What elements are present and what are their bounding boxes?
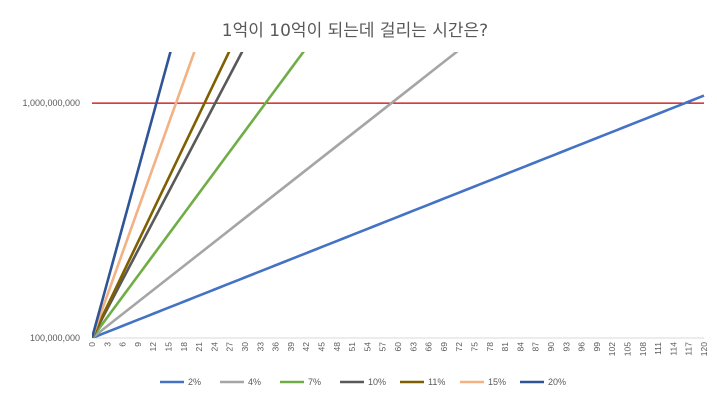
x-tick-label-63: 63 <box>408 342 418 352</box>
x-tick-label-30: 30 <box>240 342 250 352</box>
y-tick-label-1: 1,000,000,000 <box>22 98 80 108</box>
x-tick-label-39: 39 <box>286 342 296 352</box>
legend-label-2: 7% <box>308 377 321 387</box>
legend-label-1: 4% <box>248 377 261 387</box>
x-tick-label-18: 18 <box>179 342 189 352</box>
x-tick-label-78: 78 <box>485 342 495 352</box>
x-tick-label-69: 69 <box>439 342 449 352</box>
x-tick-label-117: 117 <box>684 342 694 356</box>
x-tick-label-24: 24 <box>209 342 219 352</box>
x-tick-label-66: 66 <box>424 342 434 352</box>
legend-label-3: 10% <box>368 377 386 387</box>
legend: 2% 4% 7% 10% 11% 15% 20% <box>160 377 566 387</box>
series-line-2 <box>92 52 305 338</box>
x-tick-label-6: 6 <box>118 342 128 347</box>
x-tick-label-72: 72 <box>454 342 464 352</box>
chart-title: 1억이 10억이 되는데 걸리는 시간은? <box>222 21 488 41</box>
legend-label-0: 2% <box>188 377 201 387</box>
x-tick-label-93: 93 <box>561 342 571 352</box>
series-line-6 <box>92 52 172 338</box>
series-line-4 <box>92 52 231 338</box>
x-tick-label-45: 45 <box>317 342 327 352</box>
x-tick-label-42: 42 <box>301 342 311 352</box>
x-tick-label-99: 99 <box>592 342 602 352</box>
x-tick-label-57: 57 <box>378 342 388 352</box>
x-tick-label-15: 15 <box>164 342 174 352</box>
x-tick-label-51: 51 <box>347 342 357 352</box>
x-tick-label-27: 27 <box>225 342 235 352</box>
x-tick-label-87: 87 <box>531 342 541 352</box>
x-tick-label-90: 90 <box>546 342 556 352</box>
x-tick-label-12: 12 <box>148 342 158 352</box>
x-tick-label-81: 81 <box>500 342 510 352</box>
legend-label-6: 20% <box>548 377 566 387</box>
x-tick-label-0: 0 <box>87 342 97 347</box>
x-tick-label-120: 120 <box>699 342 709 356</box>
x-tick-label-84: 84 <box>515 342 525 352</box>
x-tick-label-48: 48 <box>332 342 342 352</box>
x-tick-label-3: 3 <box>102 342 112 347</box>
x-axis-ticks: 0 3 6 9 12 15 18 21 24 27 30 33 36 39 42 45 48 51 54 57 60 63… <box>87 337 709 356</box>
series-line-5 <box>92 52 196 338</box>
legend-label-5: 15% <box>488 377 506 387</box>
x-tick-label-33: 33 <box>255 342 265 352</box>
series-line-1 <box>92 52 459 338</box>
y-axis-ticks: 100,000,000 1,000,000,000 <box>22 98 80 343</box>
x-tick-label-105: 105 <box>623 342 633 356</box>
x-tick-label-96: 96 <box>577 342 587 352</box>
x-tick-label-114: 114 <box>668 342 678 356</box>
x-tick-label-111: 111 <box>653 342 663 355</box>
plot-area <box>92 52 705 338</box>
series-line-0 <box>92 94 705 338</box>
x-tick-label-54: 54 <box>362 342 372 352</box>
x-tick-label-36: 36 <box>271 342 281 352</box>
x-tick-label-60: 60 <box>393 342 403 352</box>
series-line-3 <box>92 52 244 338</box>
x-tick-label-75: 75 <box>470 342 480 352</box>
x-tick-label-9: 9 <box>133 342 143 347</box>
x-tick-label-102: 102 <box>607 342 617 356</box>
x-tick-label-21: 21 <box>194 342 204 352</box>
x-tick-label-108: 108 <box>638 342 648 356</box>
legend-label-4: 11% <box>428 377 445 387</box>
y-tick-label-0: 100,000,000 <box>30 333 80 343</box>
